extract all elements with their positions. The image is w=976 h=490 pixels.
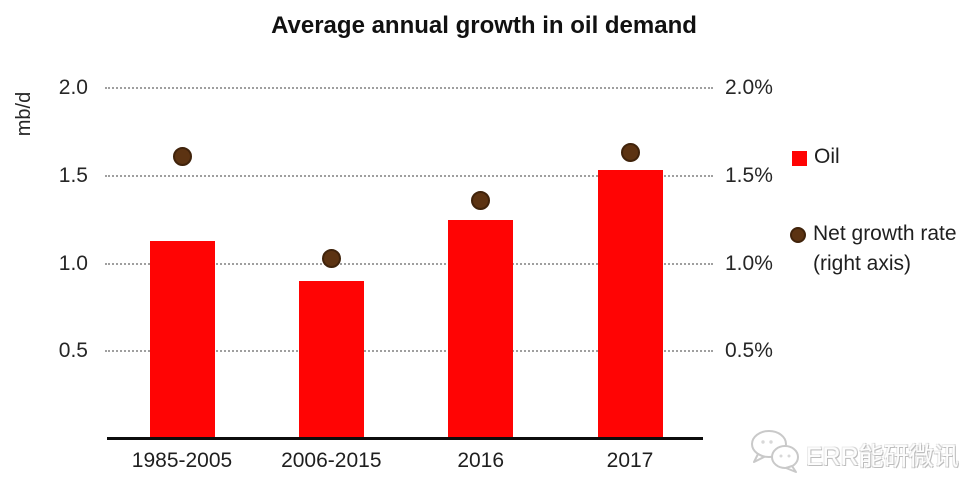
- net-growth-dot-2016: [471, 190, 491, 210]
- bar-2016: [448, 219, 514, 439]
- watermark-text: ERR能研微讯: [806, 443, 959, 471]
- left-axis-tick-label: 1.5: [58, 163, 88, 187]
- right-axis-tick-label: 1.5%: [725, 163, 773, 187]
- bar-2006-2015: [298, 281, 364, 439]
- bar-2017: [597, 170, 663, 439]
- left-axis-tick-label: 0.5: [58, 339, 88, 363]
- gridline: [105, 350, 713, 353]
- net-growth-dot-1985-2005: [172, 146, 192, 166]
- legend-oil-swatch-icon: [792, 151, 807, 166]
- left-axis-tick-label: 1.0: [58, 251, 88, 275]
- watermark: ERR能研微讯: [748, 424, 974, 480]
- left-axis-tick-label: 2.0: [58, 76, 88, 99]
- right-axis-tick-label: 2.0%: [725, 76, 773, 99]
- right-axis-tick-label: 0.5%: [725, 339, 773, 363]
- legend-net-growth-label: Net growth rate (right axis): [813, 222, 957, 275]
- x-axis-line: [107, 437, 703, 440]
- x-axis-label-2006-2015: 2006-2015: [281, 449, 382, 472]
- right-axis-tick-label: 1.0%: [725, 251, 773, 275]
- x-axis-label-1985-2005: 1985-2005: [131, 449, 233, 472]
- x-axis-label-2017: 2017: [606, 449, 654, 472]
- net-growth-dot-2006-2015: [321, 248, 341, 268]
- gridline: [105, 87, 713, 89]
- bar-1985-2005: [149, 240, 215, 439]
- legend-oil-label: Oil: [814, 145, 840, 168]
- chart-title: Average annual growth in oil demand: [271, 12, 697, 39]
- gridline: [105, 262, 713, 265]
- net-growth-dot-2017: [620, 143, 640, 163]
- gridline: [105, 174, 713, 177]
- x-axis-label-2016: 2016: [457, 449, 505, 472]
- wechat-bubbles-icon: [751, 430, 799, 473]
- legend-net-growth-marker-icon: [790, 227, 806, 243]
